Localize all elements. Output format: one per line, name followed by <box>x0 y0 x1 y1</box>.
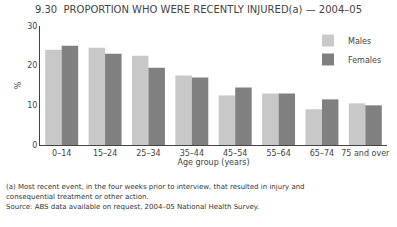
svg-text:35–44: 35–44 <box>180 149 204 158</box>
svg-text:%: % <box>14 81 23 89</box>
svg-text:45–54: 45–54 <box>223 149 247 158</box>
svg-text:0–14: 0–14 <box>52 149 71 158</box>
svg-text:9.30 PROPORTION WHO WERE RECE: 9.30 PROPORTION WHO WERE RECENTLY INJURE… <box>35 4 362 15</box>
svg-text:30: 30 <box>27 22 37 31</box>
svg-text:20: 20 <box>27 61 37 70</box>
svg-text:Age group (years): Age group (years) <box>177 158 249 167</box>
svg-text:10: 10 <box>27 101 37 110</box>
svg-text:65–74: 65–74 <box>310 149 334 158</box>
svg-text:0: 0 <box>32 141 37 150</box>
svg-text:(a) Most recent event, in the: (a) Most recent event, in the four weeks… <box>6 183 305 191</box>
svg-text:Males: Males <box>348 37 371 46</box>
svg-text:25–34: 25–34 <box>136 149 160 158</box>
svg-text:Females: Females <box>348 56 381 65</box>
svg-text:75 and over: 75 and over <box>341 149 390 158</box>
svg-text:consequential treatment or oth: consequential treatment or other action. <box>6 193 149 201</box>
svg-text:Source: ABS data available on: Source: ABS data available on request, 2… <box>6 203 259 211</box>
svg-text:55–64: 55–64 <box>266 149 290 158</box>
svg-text:15–24: 15–24 <box>93 149 117 158</box>
